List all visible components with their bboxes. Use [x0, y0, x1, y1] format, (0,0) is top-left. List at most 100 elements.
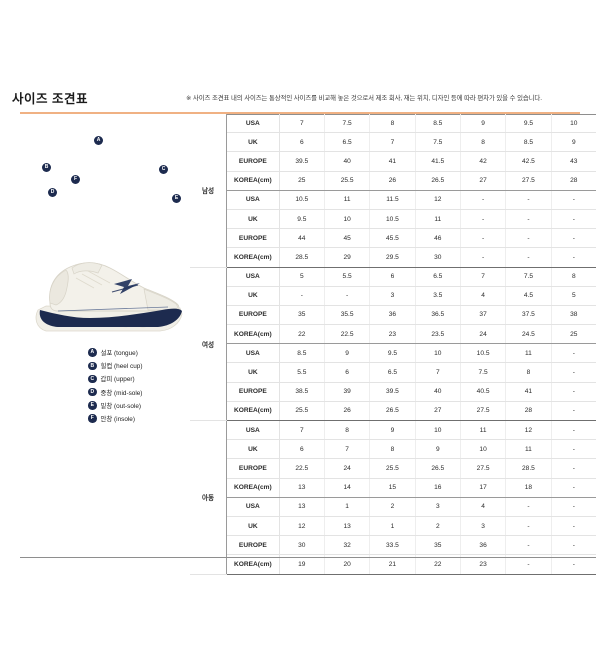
row-label: EUROPE	[226, 305, 280, 326]
size-value: 26.5	[369, 401, 416, 422]
size-value: 6	[369, 267, 416, 287]
size-value: -	[505, 209, 552, 230]
table-row: KOREA(cm) 28.5 29 29.5 30- - -	[190, 247, 596, 268]
size-value: -	[551, 439, 596, 460]
size-value: 6.5	[324, 132, 371, 153]
row-label: KOREA(cm)	[226, 401, 280, 422]
callout-marker-b: B	[42, 163, 51, 172]
size-value: 8.5	[279, 343, 325, 364]
size-value: 38	[551, 305, 596, 326]
size-value: 11	[460, 420, 507, 441]
size-value: 24.5	[505, 324, 552, 345]
size-value: 44	[279, 228, 325, 249]
size-value: -	[279, 286, 325, 306]
size-value: 2	[369, 497, 416, 517]
size-value: 2	[415, 516, 461, 537]
size-value: 27	[460, 171, 507, 191]
parts-legend: A 설포 (tongue) B 힐컵 (heel cup) C 갑피 (uppe…	[88, 346, 198, 425]
legend-badge-c: C	[88, 374, 97, 384]
table-row: KOREA(cm) 22 22.5 23 23.5 24 24.5 25	[190, 324, 596, 345]
size-value: 42.5	[505, 151, 552, 172]
size-value: 5	[279, 267, 325, 287]
size-value: 9	[324, 343, 371, 364]
category-label: 남성	[190, 114, 228, 268]
size-value: 12	[279, 516, 325, 537]
size-value: 35	[279, 305, 325, 326]
legend-label-b: 힐컵 (heel cup)	[100, 363, 143, 371]
size-value: 25	[279, 171, 325, 191]
size-value: 11	[415, 209, 461, 230]
table-row: USA 8.5 9 9.5 10 10.5 11-	[190, 343, 596, 364]
size-value: -	[505, 554, 552, 575]
size-value: 26.5	[415, 171, 461, 191]
row-label: UK	[226, 362, 280, 383]
table-row: EUROPE 44 45 45.5 46- - -	[190, 228, 596, 249]
size-value: -	[551, 362, 596, 383]
size-value: 42	[460, 151, 507, 172]
size-value: 1	[369, 516, 416, 537]
size-value: 24	[324, 458, 371, 479]
legend-item-a: A 설포 (tongue)	[88, 346, 198, 359]
size-value: 8	[369, 114, 416, 134]
row-label: USA	[226, 420, 280, 441]
size-value: 9.5	[505, 114, 552, 134]
row-label: EUROPE	[226, 535, 280, 556]
size-value: 22	[279, 324, 325, 345]
size-value: 7	[324, 439, 371, 460]
size-value: 8	[551, 267, 596, 287]
size-value: 5.5	[279, 362, 325, 383]
size-value: 43	[551, 151, 596, 172]
size-value: 37.5	[505, 305, 552, 326]
size-value: 23	[460, 554, 507, 575]
size-value: 33.5	[369, 535, 416, 556]
size-value: 14	[324, 478, 371, 498]
size-value: 1	[324, 497, 371, 517]
size-value: 30	[415, 247, 461, 268]
size-value: 9.5	[279, 209, 325, 230]
size-value: 27.5	[505, 171, 552, 191]
size-value: 8	[460, 132, 507, 153]
table-row: EUROPE 38.5 39 39.5 40 40.5 41-	[190, 382, 596, 402]
size-value: 39.5	[369, 382, 416, 402]
row-label: EUROPE	[226, 382, 280, 402]
legend-label-d: 중창 (mid-sole)	[100, 389, 143, 397]
table-row: KOREA(cm) 13 14 15 16 17 18-	[190, 478, 596, 498]
size-value: -	[551, 343, 596, 364]
table-row: 남성 USA 7 7.5 8 8.5 9 9.5 10	[190, 114, 596, 268]
table-row: USA 10.5 11 11.5 12- - -	[190, 190, 596, 210]
size-value: 10	[415, 420, 461, 441]
size-value: 39	[324, 382, 371, 402]
size-value: 40	[415, 382, 461, 402]
legend-label-c: 갑피 (upper)	[100, 376, 135, 384]
callout-marker-e: E	[172, 194, 181, 203]
size-value: 28	[505, 401, 552, 422]
size-value: 40.5	[460, 382, 507, 402]
size-value: 9	[551, 132, 596, 153]
size-value: -	[551, 497, 596, 517]
size-value: -	[551, 535, 596, 556]
size-value: 36	[369, 305, 416, 326]
legend-badge-d: D	[88, 387, 97, 397]
table-row: UK 6 7 8 9 10 11-	[190, 439, 596, 460]
size-value: -	[505, 516, 552, 537]
size-value: -	[505, 535, 552, 556]
row-label: EUROPE	[226, 151, 280, 172]
size-value: 3	[460, 516, 507, 537]
size-value: 3	[369, 286, 416, 306]
size-value: 20	[324, 554, 371, 575]
row-label: KOREA(cm)	[226, 554, 280, 575]
size-value: 9.5	[369, 343, 416, 364]
size-value: 23	[369, 324, 416, 345]
size-value: 6.5	[415, 267, 461, 287]
callout-marker-a: A	[94, 136, 103, 145]
callout-marker-c: C	[159, 165, 168, 174]
size-value: -	[324, 286, 371, 306]
size-value: 13	[279, 497, 325, 517]
size-value: 8.5	[415, 114, 461, 134]
size-value: 9	[460, 114, 507, 134]
row-label: USA	[226, 114, 280, 134]
legend-label-a: 설포 (tongue)	[100, 350, 138, 358]
size-value: -	[460, 247, 507, 268]
size-value: 7.5	[415, 132, 461, 153]
size-value: 13	[279, 478, 325, 498]
